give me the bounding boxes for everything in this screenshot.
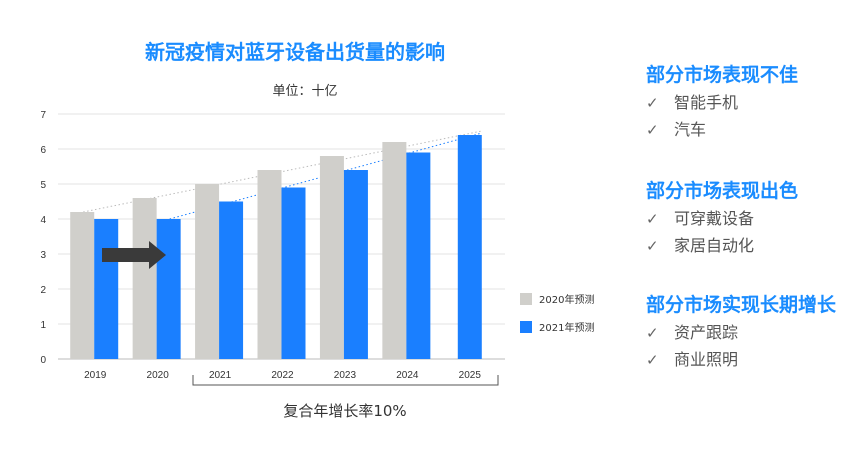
check-icon: ✓ xyxy=(646,237,659,255)
cagr-bracket xyxy=(192,375,499,386)
bar-2020-forecast-2020 xyxy=(132,198,157,359)
list-item: ✓ 汽车 xyxy=(646,116,706,140)
check-icon: ✓ xyxy=(646,210,659,228)
bar-2019-forecast-2020 xyxy=(70,212,95,359)
x-tick-label: 2020 xyxy=(147,370,170,381)
bar-chart: 0 1 2 3 4 5 6 7 2019 2020 2021 2022 2023 2024 2025 20… xyxy=(40,110,594,386)
x-tick-label: 2024 xyxy=(396,370,419,381)
legend-swatch xyxy=(520,293,532,305)
x-tick-label: 2022 xyxy=(271,370,294,381)
x-tick-label: 2021 xyxy=(209,370,232,381)
y-tick-label: 6 xyxy=(40,145,46,156)
bar-2021-forecast-2020 xyxy=(195,184,220,359)
chart-title: 新冠疫情对蓝牙设备出货量的影响 xyxy=(145,40,445,64)
y-tick-label: 1 xyxy=(40,320,46,331)
bar-2025-forecast-2021 xyxy=(457,135,482,359)
list-item-label: 商业照明 xyxy=(674,350,739,369)
list-item-label: 智能手机 xyxy=(674,93,739,112)
legend-label: 2021年预测 xyxy=(539,321,594,334)
list-item-label: 可穿戴设备 xyxy=(674,209,755,228)
check-icon: ✓ xyxy=(646,94,659,112)
section-title: 部分市场表现出色 xyxy=(646,180,799,202)
list-item: ✓ 可穿戴设备 xyxy=(646,205,754,229)
list-item-label: 家居自动化 xyxy=(674,236,755,255)
bar-2024-forecast-2021 xyxy=(406,152,431,359)
unit-label: 单位：十亿 xyxy=(272,84,338,99)
list-item-label: 汽车 xyxy=(674,120,707,139)
list-item: ✓ 智能手机 xyxy=(646,89,738,113)
decline-arrow-icon xyxy=(102,241,166,269)
list-item: ✓ 资产跟踪 xyxy=(646,319,738,343)
x-tick-label: 2023 xyxy=(334,370,357,381)
bar-2022-forecast-2021 xyxy=(281,187,306,359)
x-tick-label: 2019 xyxy=(84,370,107,381)
bar-2020-forecast-2021 xyxy=(156,219,181,359)
list-item-label: 资产跟踪 xyxy=(674,323,739,342)
x-tick-label: 2025 xyxy=(459,370,482,381)
bar-2019-forecast-2021 xyxy=(94,219,119,359)
section-title: 部分市场表现不佳 xyxy=(646,64,799,86)
list-item: ✓ 商业照明 xyxy=(646,346,738,370)
y-tick-label: 0 xyxy=(40,355,46,366)
y-tick-label: 2 xyxy=(40,285,46,296)
legend-swatch xyxy=(520,321,532,333)
bar-2021-forecast-2021 xyxy=(219,201,244,359)
bar-2022-forecast-2020 xyxy=(257,170,282,359)
cagr-label: 复合年增长率10% xyxy=(283,402,407,420)
check-icon: ✓ xyxy=(646,351,659,369)
y-tick-label: 4 xyxy=(40,215,46,226)
check-icon: ✓ xyxy=(646,121,659,139)
y-tick-label: 5 xyxy=(40,180,46,191)
bar-2023-forecast-2021 xyxy=(343,170,368,359)
check-icon: ✓ xyxy=(646,324,659,342)
section-title: 部分市场实现长期增长 xyxy=(646,294,837,316)
bar-2024-forecast-2020 xyxy=(382,142,407,359)
y-tick-label: 7 xyxy=(40,110,46,121)
y-tick-label: 3 xyxy=(40,250,46,261)
legend-label: 2020年预测 xyxy=(539,293,594,306)
bar-2023-forecast-2020 xyxy=(319,156,344,359)
list-item: ✓ 家居自动化 xyxy=(646,232,754,256)
